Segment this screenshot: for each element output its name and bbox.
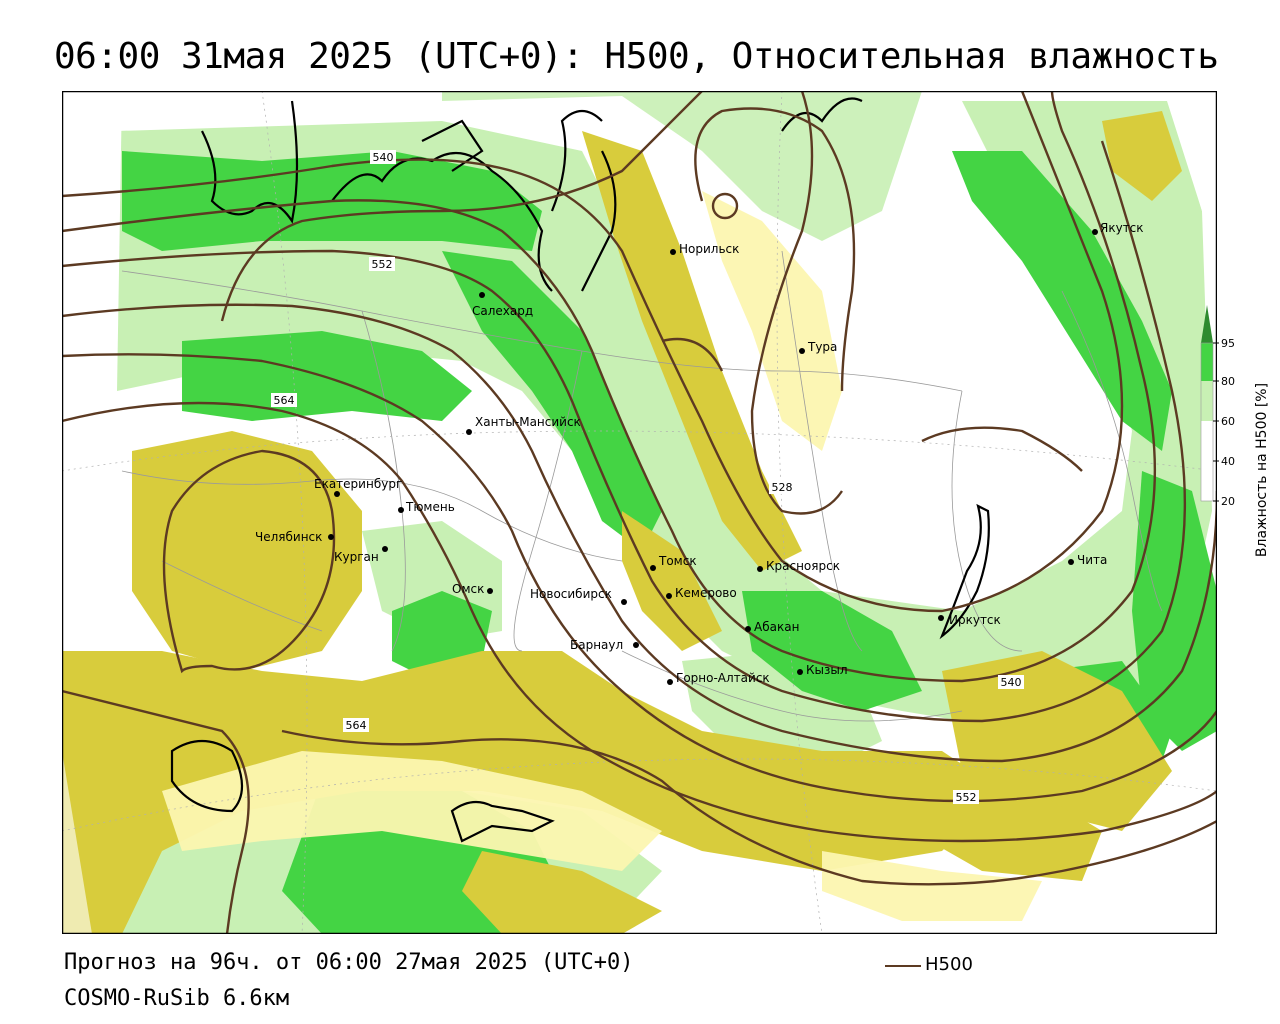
svg-text:40: 40 (1221, 455, 1235, 468)
svg-text:Чита: Чита (1077, 553, 1107, 567)
svg-text:Красноярск: Красноярск (766, 559, 840, 573)
contour-label: 552 (369, 257, 395, 271)
svg-text:564: 564 (274, 394, 295, 407)
colorbar-band (1201, 343, 1213, 381)
contour-label: 540 (370, 150, 396, 164)
svg-text:Ханты-Мансийск: Ханты-Мансийск (475, 415, 581, 429)
city-marker: Тюмень (398, 500, 455, 514)
map-title: 06:00 31мая 2025 (UTC+0): H500, Относите… (54, 36, 1219, 77)
map-frame (62, 91, 1217, 934)
city-marker: Чита (1068, 553, 1107, 567)
city-marker: Екатеринбург (314, 477, 402, 497)
svg-text:Барнаул: Барнаул (570, 638, 623, 652)
city-marker: Омск (452, 582, 493, 596)
cities: Якутск Норильск Салехард Тура Ханты-Манс… (255, 221, 1144, 685)
contour-label: 528 (769, 480, 795, 494)
svg-text:Тура: Тура (807, 340, 837, 354)
city-marker: Салехард (472, 292, 533, 318)
colorbar-band (1201, 461, 1213, 501)
city-marker: Томск (650, 554, 697, 571)
forecast-info: Прогноз на 96ч. от 06:00 27мая 2025 (UTC… (64, 950, 634, 975)
svg-text:540: 540 (373, 151, 394, 164)
contour-label: 564 (271, 393, 297, 407)
svg-text:Горно-Алтайск: Горно-Алтайск (676, 671, 770, 685)
svg-text:Кемерово: Кемерово (675, 586, 737, 600)
city-marker: Иркутск (938, 613, 1001, 627)
city-marker: Горно-Алтайск (667, 671, 770, 685)
svg-text:528: 528 (772, 481, 793, 494)
svg-text:Курган: Курган (334, 550, 379, 564)
city-marker: Кызыл (797, 663, 848, 677)
svg-text:564: 564 (346, 719, 367, 732)
svg-text:95: 95 (1221, 337, 1235, 350)
colorbar-ticks: 95 80 60 40 20 (1213, 337, 1235, 508)
svg-text:60: 60 (1221, 415, 1235, 428)
contour-label: 564 (343, 718, 369, 732)
city-marker: Абакан (745, 620, 799, 634)
svg-text:20: 20 (1221, 495, 1235, 508)
city-marker: Тура (799, 340, 837, 354)
colorbar-title: Влажность на H500 [%] (1254, 382, 1270, 558)
svg-text:Томск: Томск (658, 554, 697, 568)
city-marker: Кемерово (666, 586, 737, 600)
h500-legend-label: H500 (925, 954, 973, 975)
colorbar-band (1201, 421, 1213, 461)
svg-text:Новосибирск: Новосибирск (530, 587, 612, 601)
svg-text:Тюмень: Тюмень (405, 500, 455, 514)
svg-text:552: 552 (956, 791, 977, 804)
contour-label: 540 (998, 675, 1024, 689)
svg-text:Абакан: Абакан (754, 620, 799, 634)
city-marker: Барнаул (570, 638, 639, 652)
h500-legend-line (885, 965, 921, 967)
svg-text:Челябинск: Челябинск (255, 530, 322, 544)
city-marker: Новосибирск (530, 587, 627, 605)
contour-labels: 540 552 564 528 540 552 (271, 150, 1024, 804)
svg-text:Омск: Омск (452, 582, 484, 596)
colorbar-band (1201, 381, 1213, 421)
colorbar-top-arrow (1201, 305, 1213, 343)
svg-text:Норильск: Норильск (679, 242, 739, 256)
svg-text:540: 540 (1001, 676, 1022, 689)
contour-label: 552 (953, 790, 979, 804)
weather-map: 540 552 564 528 540 552 (62, 91, 1217, 934)
city-marker: Ханты-Мансийск (466, 415, 581, 435)
svg-text:Салехард: Салехард (472, 304, 533, 318)
h500-contours (62, 91, 1217, 934)
humidity-colorbar: 95 80 60 40 20 (1200, 305, 1235, 508)
svg-text:Кызыл: Кызыл (806, 663, 848, 677)
city-marker: Челябинск (255, 530, 334, 544)
city-marker: Якутск (1092, 221, 1144, 235)
model-name: COSMO-RuSib 6.6км (64, 986, 290, 1011)
svg-text:552: 552 (372, 258, 393, 271)
svg-text:Иркутск: Иркутск (949, 613, 1001, 627)
city-marker: Норильск (670, 242, 739, 256)
svg-text:Екатеринбург: Екатеринбург (314, 477, 402, 491)
svg-text:80: 80 (1221, 375, 1235, 388)
svg-text:Якутск: Якутск (1100, 221, 1144, 235)
city-marker: Курган (334, 546, 388, 564)
city-marker: Красноярск (757, 559, 840, 573)
